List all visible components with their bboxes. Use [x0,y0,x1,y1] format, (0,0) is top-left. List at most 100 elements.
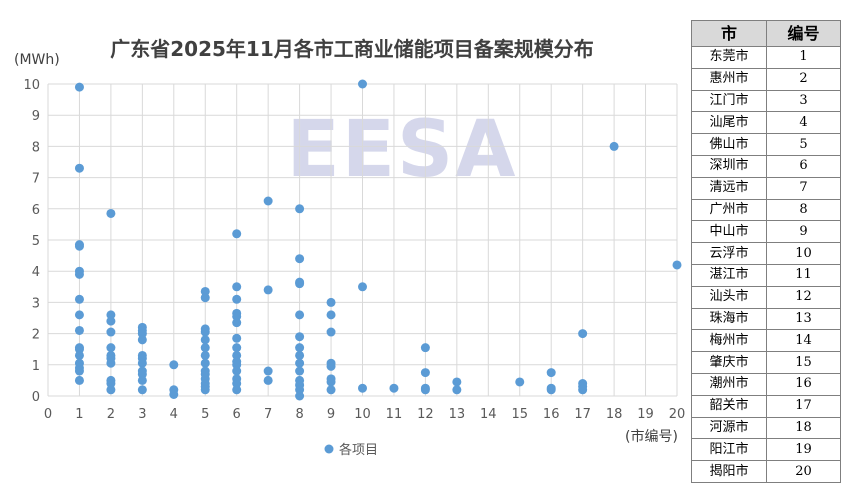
y-tick-label: 1 [32,359,40,374]
city-name-cell: 广州市 [691,198,767,222]
x-axis-label: (市编号) [625,428,678,445]
eesa-watermark-logo: EESA [286,105,517,195]
data-point [74,82,84,92]
city-name-cell: 揭阳市 [691,460,767,483]
data-point [232,318,242,328]
city-code-cell: 1 [766,46,841,69]
data-point [106,208,116,218]
city-name-cell: 湛江市 [691,263,767,287]
data-point [137,375,147,385]
y-tick-label: 5 [32,234,40,249]
table-row: 韶关市 17 [691,394,841,418]
table-row: 佛山市 5 [691,133,841,156]
legend: 各项目 [324,442,378,458]
city-code-cell: 20 [766,460,841,483]
data-point [609,141,619,151]
city-name-cell: 佛山市 [691,133,767,156]
data-point [169,360,179,370]
table-row: 云浮市 10 [691,242,841,265]
data-point [295,391,305,401]
y-tick-label: 8 [32,140,40,155]
city-name-cell: 梅州市 [691,329,767,353]
city-name-cell: 珠海市 [691,307,767,331]
table-row: 揭阳市 20 [691,460,841,483]
data-point [232,379,242,389]
data-point [263,285,273,295]
data-point [452,385,462,395]
city-name-cell: 肇庆市 [691,351,767,374]
data-point [74,241,84,251]
data-point [232,343,242,353]
data-point [74,294,84,304]
y-tick-label: 10 [23,78,40,93]
y-axis-label: (MWh) [14,52,60,68]
city-name-cell: 河源市 [691,416,767,440]
x-tick-label: 5 [201,407,209,422]
data-point [232,311,242,321]
city-code-table: 市 编号 东莞市 1 惠州市 2 江门市 3 汕尾市 4 佛山市 5 深圳市 6 清远市 7 广州市 8 中山市… [691,20,841,483]
grid [47,83,678,397]
chart-title: 广东省2025年11月各市工商业储能项目备案规模分布 [110,37,594,61]
data-point [74,325,84,335]
data-point [295,385,305,395]
city-code-cell: 12 [766,285,841,309]
data-point [137,358,147,368]
data-point [74,344,84,354]
data-point [232,333,242,343]
data-point [295,310,305,320]
city-code-cell: 7 [766,176,841,200]
data-point [420,343,430,353]
x-tick-label: 6 [233,407,241,422]
data-point [169,389,179,399]
city-name-cell: 深圳市 [691,154,767,178]
data-point [200,343,210,353]
data-point [232,366,242,376]
x-tick-label: 0 [44,407,52,422]
city-name-cell: 东莞市 [691,46,767,69]
x-tick-label: 13 [449,407,466,422]
x-tick-label: 10 [354,407,371,422]
city-name-cell: 汕头市 [691,285,767,309]
data-point [452,377,462,387]
data-point [326,385,336,395]
data-point [200,327,210,337]
data-point [74,310,84,320]
city-code-cell: 5 [766,133,841,156]
data-point [200,358,210,368]
data-point [137,385,147,395]
x-tick-label: 18 [606,407,623,422]
x-tick-label: 7 [264,407,272,422]
table-row: 广州市 8 [691,198,841,222]
data-point [326,377,336,387]
data-point [200,350,210,360]
table-row: 汕尾市 4 [691,111,841,135]
y-tick-label: 7 [32,172,40,187]
legend-label: 各项目 [339,442,378,458]
data-point [74,269,84,279]
table-row: 阳江市 19 [691,438,841,462]
data-point [232,385,242,395]
data-point [295,350,305,360]
data-point [106,358,116,368]
city-code-cell: 13 [766,307,841,331]
data-point [74,366,84,376]
watermark-text: EESA [286,105,517,195]
x-tick-label: 19 [637,407,654,422]
city-name-cell: 阳江市 [691,438,767,462]
data-point [74,375,84,385]
city-code-cell: 10 [766,242,841,265]
table-row: 肇庆市 15 [691,351,841,374]
axis-ticks: 0 1 2 3 4 5 6 7 8 9 10 11 12 13 14 15 16 17 18 19 2001234567… [23,78,685,422]
data-point [295,204,305,214]
city-code-cell: 16 [766,372,841,396]
y-tick-label: 4 [32,265,40,280]
data-point [137,335,147,345]
data-point [232,350,242,360]
data-point [106,310,116,320]
data-point [137,329,147,339]
data-point [326,297,336,307]
city-name-cell: 清远市 [691,176,767,200]
data-point [263,366,273,376]
table-body: 东莞市 1 惠州市 2 江门市 3 汕尾市 4 佛山市 5 深圳市 6 清远市 7 广州市 8 中山市 9 云浮市 1… [691,46,841,483]
city-code-cell: 2 [766,67,841,91]
